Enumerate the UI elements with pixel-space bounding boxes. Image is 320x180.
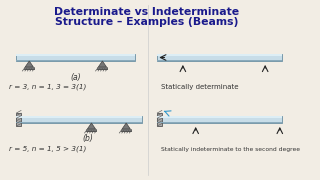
Bar	[16, 113, 21, 126]
Bar	[157, 54, 282, 55]
Bar	[16, 54, 135, 61]
Bar	[121, 129, 131, 130]
Text: Statically determinate: Statically determinate	[161, 84, 238, 90]
Bar	[157, 122, 282, 123]
Bar	[157, 54, 282, 61]
Bar	[157, 113, 162, 126]
Bar	[16, 116, 142, 123]
Text: (a): (a)	[71, 73, 81, 82]
Polygon shape	[25, 61, 33, 67]
Text: r = 5, n = 1, 5 > 3(1): r = 5, n = 1, 5 > 3(1)	[9, 146, 86, 152]
Text: (b): (b)	[83, 134, 94, 143]
Bar	[24, 67, 34, 69]
Text: r = 3, n = 1, 3 = 3(1): r = 3, n = 1, 3 = 3(1)	[9, 84, 86, 90]
Polygon shape	[122, 123, 130, 129]
Polygon shape	[87, 123, 96, 129]
Bar	[16, 116, 142, 118]
Text: Statically indeterminate to the second degree: Statically indeterminate to the second d…	[161, 147, 300, 152]
Bar	[157, 116, 282, 118]
Text: Structure – Examples (Beams): Structure – Examples (Beams)	[55, 17, 238, 27]
Bar	[16, 54, 135, 55]
Bar	[97, 67, 108, 69]
Bar	[16, 60, 135, 61]
Text: Determinate vs Indeterminate: Determinate vs Indeterminate	[54, 7, 239, 17]
Bar	[157, 60, 282, 61]
Polygon shape	[98, 61, 107, 67]
Bar	[86, 129, 96, 130]
Bar	[16, 122, 142, 123]
Bar	[157, 116, 282, 123]
